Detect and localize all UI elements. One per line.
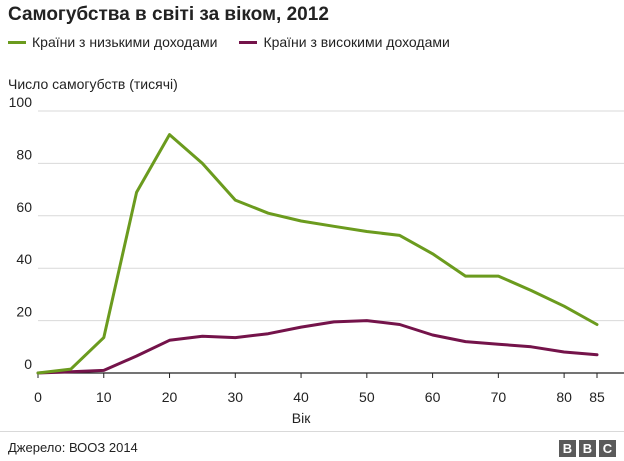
legend-item-low-income: Країни з низькими доходами bbox=[8, 34, 217, 50]
legend-swatch-high-income bbox=[239, 40, 258, 44]
series-line-high-income bbox=[36, 319, 599, 375]
x-tick-label: 0 bbox=[34, 389, 42, 405]
y-tick-label: 20 bbox=[16, 304, 32, 320]
x-tick-label: 85 bbox=[589, 389, 605, 405]
y-tick-label: 0 bbox=[24, 356, 32, 372]
legend-label-low-income: Країни з низькими доходами bbox=[32, 34, 218, 50]
x-tick-label: 10 bbox=[96, 389, 112, 405]
bbc-logo: B B C bbox=[556, 440, 616, 457]
x-tick-label: 70 bbox=[491, 389, 507, 405]
x-axis-label: Вік bbox=[292, 410, 311, 426]
x-tick-label: 20 bbox=[162, 389, 178, 405]
y-tick-label: 80 bbox=[16, 146, 32, 162]
y-tick-label: 100 bbox=[9, 94, 33, 110]
x-tick-label: 40 bbox=[293, 389, 309, 405]
legend-swatch-low-income bbox=[8, 40, 26, 44]
legend: Країни з низькими доходами Країни з висо… bbox=[8, 34, 472, 50]
legend-label-high-income: Країни з високими доходами bbox=[263, 34, 450, 50]
x-tick-label: 50 bbox=[359, 389, 375, 405]
x-tick-label: 30 bbox=[228, 389, 244, 405]
y-tick-label: 40 bbox=[16, 251, 32, 267]
footer-divider bbox=[0, 431, 624, 432]
bbc-logo-block-b2: B bbox=[579, 440, 596, 457]
series-line-low-income bbox=[36, 133, 599, 375]
y-axis-label: Число самогубств (тисячі) bbox=[8, 76, 178, 92]
y-tick-label: 60 bbox=[16, 199, 32, 215]
bbc-logo-block-b1: B bbox=[559, 440, 576, 457]
source-note: Джерело: ВООЗ 2014 bbox=[8, 440, 138, 455]
chart-title: Самогубства в світі за віком, 2012 bbox=[8, 4, 329, 25]
x-tick-label: 80 bbox=[556, 389, 572, 405]
x-tick-label: 60 bbox=[425, 389, 441, 405]
bbc-logo-block-c: C bbox=[599, 440, 616, 457]
legend-item-high-income: Країни з високими доходами bbox=[239, 34, 450, 50]
